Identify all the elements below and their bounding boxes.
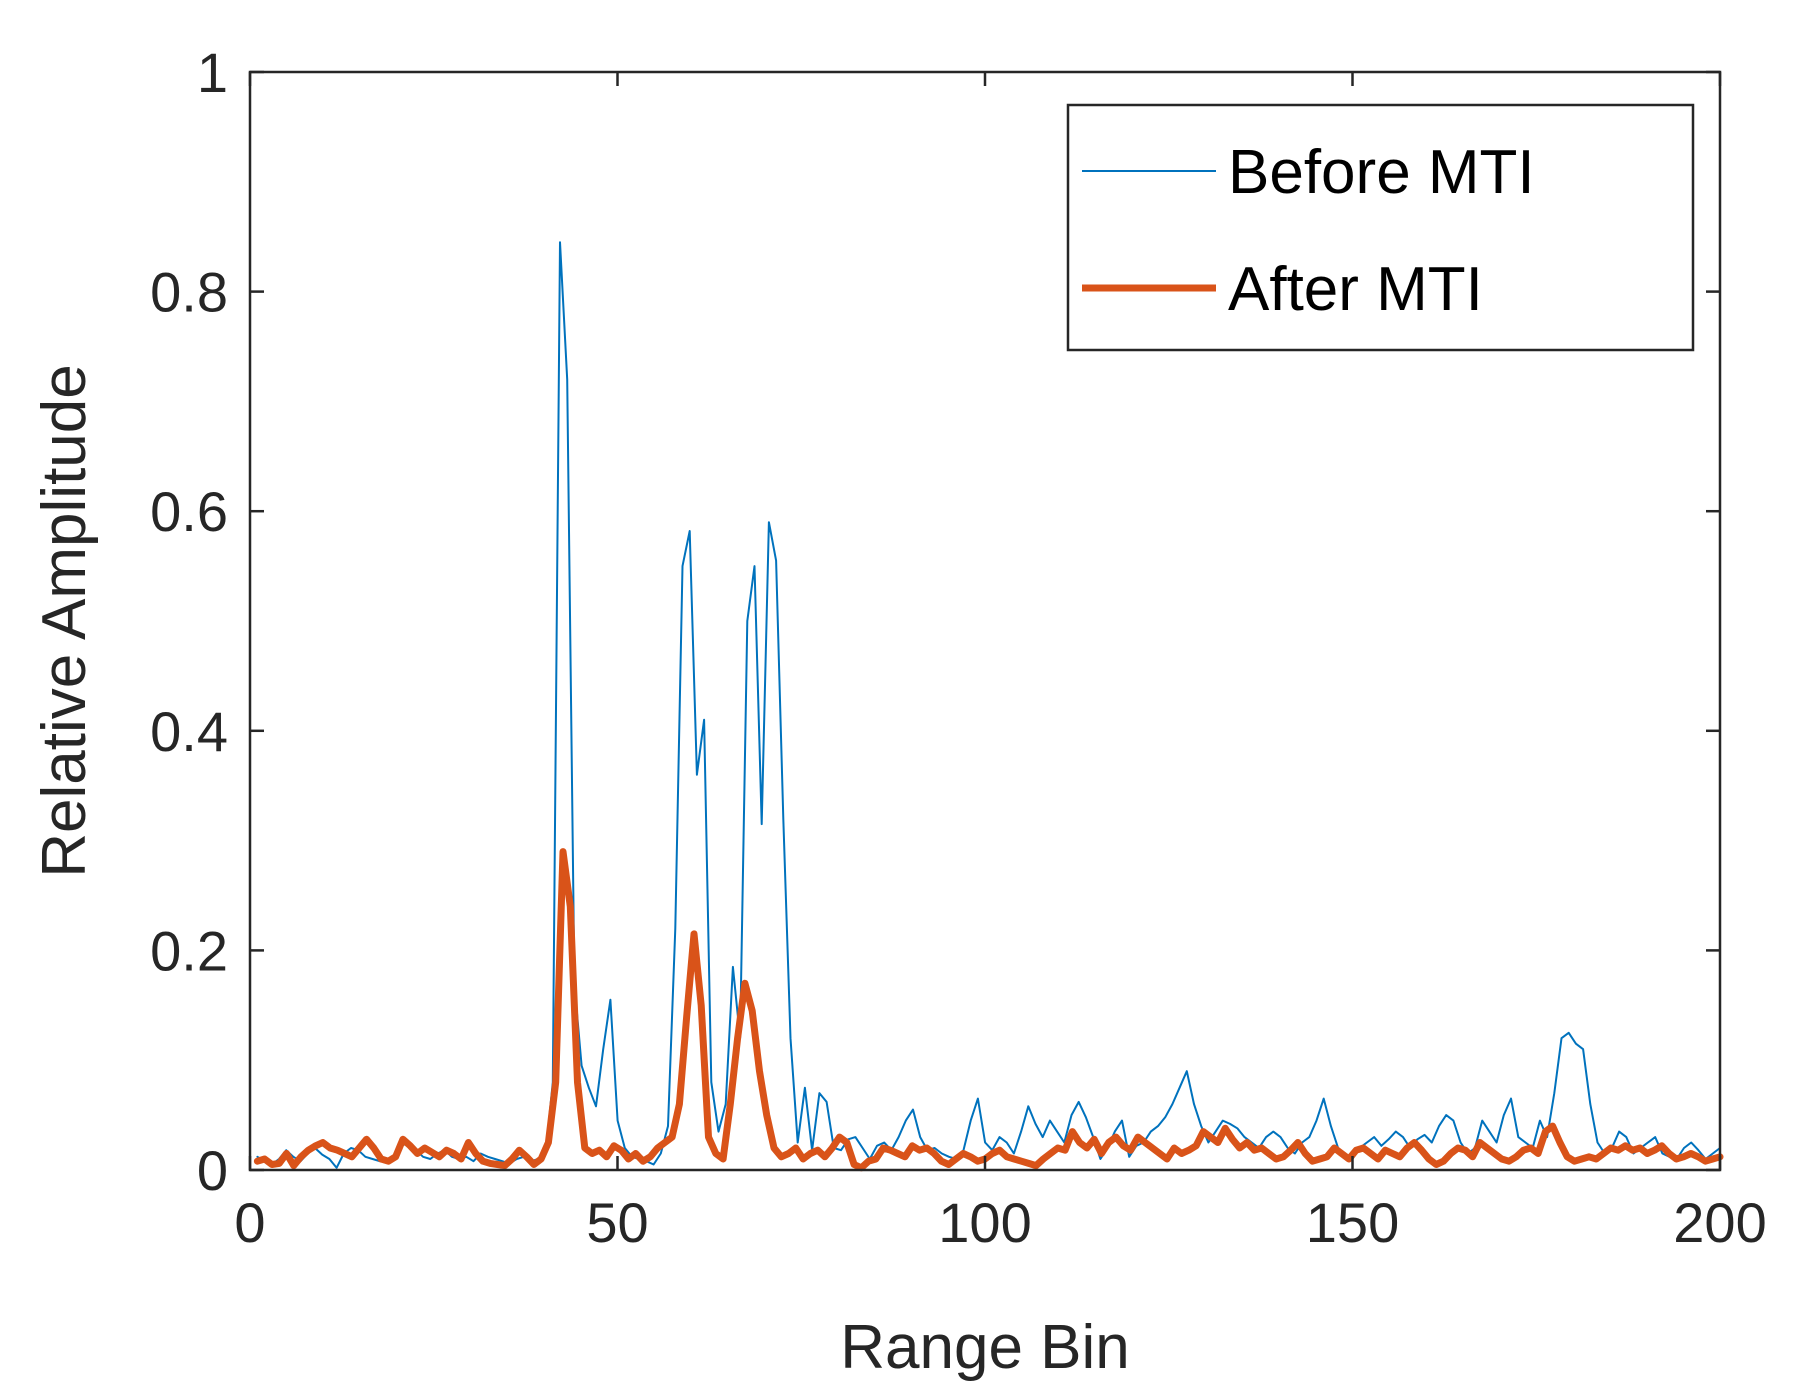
x-tick-label-3: 150: [1306, 1191, 1399, 1254]
y-tick-label-1: 0.2: [150, 919, 228, 982]
x-tick-label-4: 200: [1673, 1191, 1766, 1254]
legend: Before MTI After MTI: [1066, 103, 1695, 352]
tick-labels-layer: 0 50 100 150 200 0 0.2 0.4 0.6 0.8 1: [150, 41, 1767, 1254]
x-tick-label-0: 0: [234, 1191, 265, 1254]
x-tick-label-1: 50: [586, 1191, 648, 1254]
y-tick-label-4: 0.8: [150, 261, 228, 324]
y-tick-label-2: 0.4: [150, 700, 228, 763]
x-tick-label-2: 100: [938, 1191, 1031, 1254]
x-axis-label: Range Bin: [840, 1313, 1130, 1382]
series-line-after-mti: [253, 848, 1724, 1172]
legend-label-after-mti: After MTI: [1228, 255, 1483, 324]
series-layer: [253, 241, 1724, 1172]
legend-box: [1066, 103, 1695, 352]
legend-label-before-mti: Before MTI: [1228, 138, 1535, 207]
y-tick-label-0: 0: [197, 1139, 228, 1202]
y-tick-label-3: 0.6: [150, 480, 228, 543]
y-axis-label: Relative Amplitude: [30, 364, 99, 878]
y-tick-label-5: 1: [197, 41, 228, 104]
ticks-layer: [248, 70, 1722, 1172]
